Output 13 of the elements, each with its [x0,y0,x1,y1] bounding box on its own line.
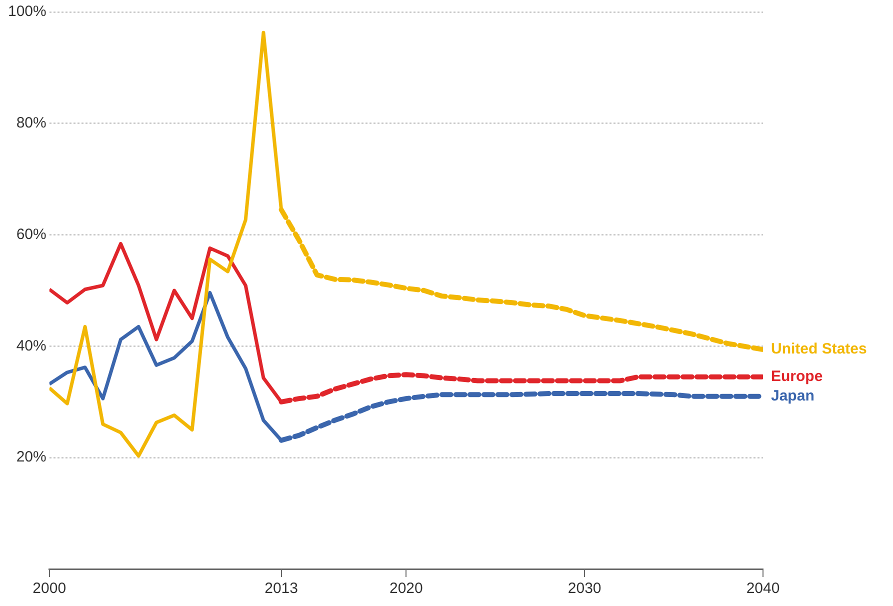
x-tick-label: 2000 [32,580,66,598]
y-tick-label: 60% [16,226,46,243]
x-tick-label: 2030 [568,580,602,598]
x-tick-label: 2013 [264,580,298,598]
y-tick-label: 20% [16,448,46,466]
text: United States [771,340,867,358]
y-tick-label: 100% [8,3,46,20]
y-tick-label: 80% [16,114,46,132]
x-tick-label: 2020 [389,580,423,598]
x-tick-label: 2040 [746,580,780,598]
text: Europe [771,368,823,385]
y-tick-label: 40% [16,337,46,354]
text: Japan [771,387,814,404]
